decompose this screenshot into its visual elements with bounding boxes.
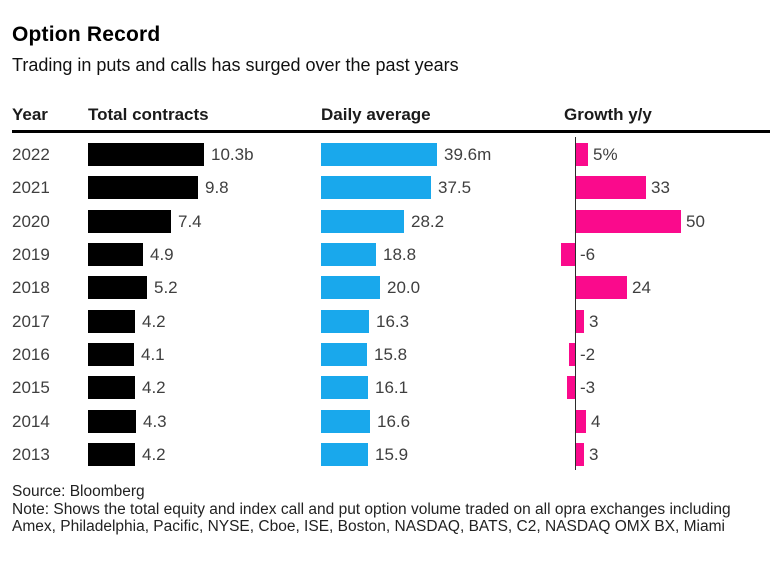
footer: Source: Bloomberg Note: Shows the total … bbox=[12, 483, 772, 536]
table-row: 2013 4.2 15.9 3 bbox=[0, 438, 782, 471]
chart-subtitle: Trading in puts and calls has surged ove… bbox=[12, 55, 459, 75]
daily-average-value: 39.6m bbox=[444, 145, 492, 164]
growth-bar bbox=[576, 310, 584, 333]
daily-average-bar bbox=[321, 210, 404, 233]
table-row: 2018 5.2 20.0 24 bbox=[0, 271, 782, 304]
daily-average-bar bbox=[321, 276, 380, 299]
daily-average-bar bbox=[321, 176, 431, 199]
column-header-daily-average: Daily average bbox=[321, 105, 431, 124]
total-contracts-bar bbox=[88, 276, 147, 299]
total-contracts-value: 7.4 bbox=[178, 212, 202, 231]
table-row: 2014 4.3 16.6 4 bbox=[0, 405, 782, 438]
growth-value: 50 bbox=[686, 212, 705, 231]
table-row: 2022 10.3b 39.6m 5% bbox=[0, 138, 782, 171]
total-contracts-bar bbox=[88, 343, 134, 366]
year-label: 2014 bbox=[12, 412, 50, 431]
daily-average-value: 15.9 bbox=[375, 445, 409, 464]
total-contracts-bar bbox=[88, 243, 143, 266]
growth-zero-axis-line bbox=[575, 137, 576, 470]
growth-bar bbox=[576, 176, 646, 199]
growth-bar bbox=[576, 410, 586, 433]
growth-bar bbox=[561, 243, 575, 266]
growth-value: 33 bbox=[651, 178, 670, 197]
column-headers: Year Total contracts Daily average Growt… bbox=[0, 105, 782, 127]
year-label: 2013 bbox=[12, 445, 50, 464]
total-contracts-bar bbox=[88, 410, 136, 433]
total-contracts-value: 10.3b bbox=[211, 145, 254, 164]
total-contracts-value: 4.2 bbox=[142, 312, 166, 331]
daily-average-value: 37.5 bbox=[438, 178, 472, 197]
header-rule bbox=[12, 130, 770, 133]
daily-average-value: 16.6 bbox=[377, 412, 411, 431]
year-label: 2018 bbox=[12, 278, 50, 297]
daily-average-bar bbox=[321, 243, 376, 266]
daily-average-bar bbox=[321, 310, 369, 333]
growth-bar bbox=[576, 143, 588, 166]
growth-bar bbox=[569, 343, 575, 366]
growth-value: -3 bbox=[580, 378, 596, 397]
total-contracts-bar bbox=[88, 210, 171, 233]
daily-average-value: 18.8 bbox=[383, 245, 417, 264]
total-contracts-bar bbox=[88, 176, 198, 199]
table-row: 2015 4.2 16.1 -3 bbox=[0, 371, 782, 404]
growth-value: 5% bbox=[593, 145, 618, 164]
table-body: 2022 10.3b 39.6m 5% 2021 9.8 37.5 33 2020 7.4 28.2… bbox=[0, 137, 782, 472]
total-contracts-value: 4.2 bbox=[142, 445, 166, 464]
chart-title: Option Record bbox=[12, 23, 161, 46]
daily-average-bar bbox=[321, 410, 370, 433]
note-line: Note: Shows the total equity and index c… bbox=[12, 500, 731, 536]
total-contracts-value: 4.2 bbox=[142, 378, 166, 397]
daily-average-value: 16.3 bbox=[376, 312, 410, 331]
daily-average-bar bbox=[321, 376, 368, 399]
daily-average-value: 16.1 bbox=[375, 378, 409, 397]
table-row: 2016 4.1 15.8 -2 bbox=[0, 338, 782, 371]
growth-bar bbox=[567, 376, 575, 399]
year-label: 2016 bbox=[12, 345, 50, 364]
column-header-total-contracts: Total contracts bbox=[88, 105, 209, 124]
growth-value: 24 bbox=[632, 278, 651, 297]
growth-value: -2 bbox=[580, 345, 596, 364]
year-label: 2022 bbox=[12, 145, 50, 164]
year-label: 2015 bbox=[12, 378, 50, 397]
total-contracts-value: 4.3 bbox=[143, 412, 167, 431]
growth-bar bbox=[576, 276, 627, 299]
total-contracts-bar bbox=[88, 143, 204, 166]
total-contracts-bar bbox=[88, 310, 135, 333]
growth-value: 3 bbox=[589, 445, 599, 464]
daily-average-value: 20.0 bbox=[387, 278, 421, 297]
total-contracts-value: 4.1 bbox=[141, 345, 165, 364]
table-row: 2019 4.9 18.8 -6 bbox=[0, 238, 782, 271]
total-contracts-value: 5.2 bbox=[154, 278, 178, 297]
table-row: 2021 9.8 37.5 33 bbox=[0, 171, 782, 204]
column-header-growth-yy: Growth y/y bbox=[564, 105, 652, 124]
growth-value: 3 bbox=[589, 312, 599, 331]
total-contracts-value: 9.8 bbox=[205, 178, 229, 197]
year-label: 2020 bbox=[12, 212, 50, 231]
table-row: 2017 4.2 16.3 3 bbox=[0, 305, 782, 338]
growth-value: 4 bbox=[591, 412, 601, 431]
daily-average-bar bbox=[321, 443, 368, 466]
growth-value: -6 bbox=[580, 245, 596, 264]
daily-average-bar bbox=[321, 143, 437, 166]
year-label: 2019 bbox=[12, 245, 50, 264]
growth-bar bbox=[576, 210, 681, 233]
column-header-year: Year bbox=[12, 105, 48, 124]
total-contracts-bar bbox=[88, 376, 135, 399]
year-label: 2021 bbox=[12, 178, 50, 197]
daily-average-bar bbox=[321, 343, 367, 366]
source-line: Source: Bloomberg bbox=[12, 483, 145, 500]
table-row: 2020 7.4 28.2 50 bbox=[0, 205, 782, 238]
daily-average-value: 15.8 bbox=[374, 345, 408, 364]
total-contracts-bar bbox=[88, 443, 135, 466]
daily-average-value: 28.2 bbox=[411, 212, 445, 231]
year-label: 2017 bbox=[12, 312, 50, 331]
growth-bar bbox=[576, 443, 584, 466]
total-contracts-value: 4.9 bbox=[150, 245, 174, 264]
